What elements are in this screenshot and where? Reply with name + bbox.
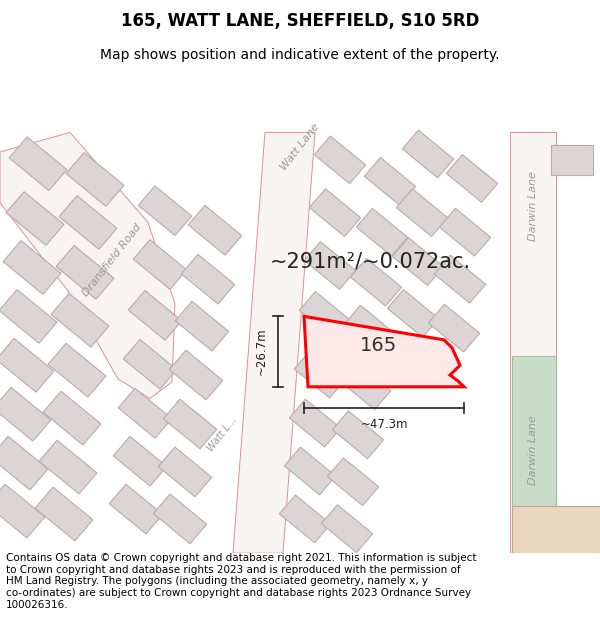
Polygon shape [299, 292, 350, 339]
Polygon shape [439, 208, 491, 256]
Polygon shape [0, 436, 48, 490]
Polygon shape [284, 447, 335, 495]
Polygon shape [332, 411, 383, 459]
Polygon shape [328, 458, 379, 506]
Polygon shape [0, 339, 54, 392]
Polygon shape [188, 206, 242, 255]
Polygon shape [434, 256, 485, 303]
Polygon shape [392, 238, 443, 286]
Polygon shape [9, 137, 67, 191]
Polygon shape [322, 505, 373, 552]
Polygon shape [397, 189, 448, 236]
Text: Darwin Lane: Darwin Lane [528, 171, 538, 241]
Polygon shape [289, 399, 341, 447]
Polygon shape [113, 436, 167, 486]
Polygon shape [403, 130, 454, 178]
Polygon shape [512, 356, 556, 506]
Polygon shape [388, 289, 439, 338]
Polygon shape [163, 399, 217, 449]
Polygon shape [0, 289, 57, 343]
Polygon shape [133, 239, 187, 289]
Polygon shape [295, 350, 346, 398]
Polygon shape [350, 258, 401, 306]
Polygon shape [128, 291, 182, 340]
Polygon shape [59, 196, 117, 249]
Polygon shape [340, 362, 391, 409]
Polygon shape [446, 154, 497, 202]
Polygon shape [304, 316, 464, 387]
Polygon shape [118, 388, 172, 438]
Polygon shape [0, 132, 175, 399]
Text: ~47.3m: ~47.3m [360, 418, 408, 431]
Polygon shape [551, 145, 593, 174]
Text: Watt L...: Watt L... [206, 414, 238, 453]
Polygon shape [175, 301, 229, 351]
Polygon shape [0, 484, 45, 538]
Polygon shape [280, 495, 331, 542]
Polygon shape [304, 242, 356, 289]
Polygon shape [169, 350, 223, 400]
Polygon shape [181, 254, 235, 304]
Polygon shape [158, 447, 212, 497]
Polygon shape [109, 484, 163, 534]
Text: 165: 165 [359, 336, 397, 355]
Polygon shape [43, 391, 101, 445]
Polygon shape [6, 192, 64, 246]
Text: Contains OS data © Crown copyright and database right 2021. This information is : Contains OS data © Crown copyright and d… [6, 553, 476, 609]
Polygon shape [39, 440, 97, 494]
Polygon shape [314, 136, 365, 184]
Polygon shape [153, 494, 207, 544]
Polygon shape [123, 339, 177, 389]
Text: Darwin Lane: Darwin Lane [528, 416, 538, 486]
Polygon shape [344, 305, 395, 353]
Polygon shape [364, 158, 416, 205]
Text: ~26.7m: ~26.7m [255, 328, 268, 376]
Polygon shape [35, 487, 93, 541]
Text: Dransfield Road: Dransfield Road [80, 221, 143, 298]
Text: 165, WATT LANE, SHEFFIELD, S10 5RD: 165, WATT LANE, SHEFFIELD, S10 5RD [121, 12, 479, 29]
Polygon shape [510, 132, 556, 553]
Polygon shape [48, 343, 106, 397]
Text: ~291m²/~0.072ac.: ~291m²/~0.072ac. [269, 252, 470, 272]
Text: Map shows position and indicative extent of the property.: Map shows position and indicative extent… [100, 48, 500, 62]
Polygon shape [310, 189, 361, 236]
Polygon shape [428, 304, 479, 352]
Polygon shape [51, 294, 109, 347]
Text: Watt Lane: Watt Lane [278, 122, 322, 172]
Polygon shape [3, 241, 61, 294]
Polygon shape [356, 208, 407, 256]
Polygon shape [0, 388, 51, 441]
Polygon shape [512, 506, 600, 553]
Polygon shape [233, 132, 315, 553]
Polygon shape [56, 246, 114, 299]
Polygon shape [66, 152, 124, 206]
Polygon shape [138, 186, 192, 236]
